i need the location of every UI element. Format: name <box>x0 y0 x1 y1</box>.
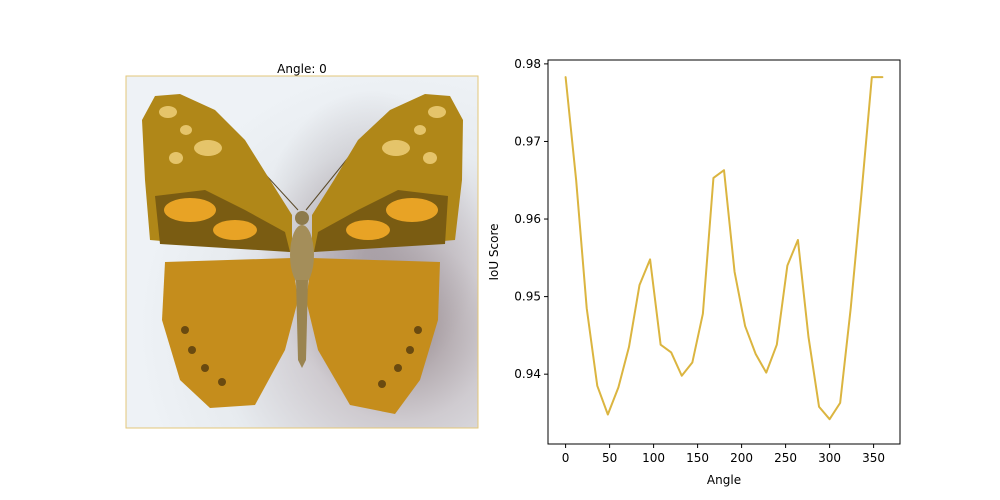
x-tick-label: 350 <box>862 451 885 465</box>
x-axis: 0 50 100 150 200 250 300 350 <box>562 444 885 465</box>
x-tick-label: 150 <box>686 451 709 465</box>
x-axis-label: Angle <box>707 473 741 487</box>
butterfly-abdomen <box>296 280 308 368</box>
iou-line <box>564 76 884 421</box>
plot-area <box>547 59 901 445</box>
butterfly-image <box>126 76 478 428</box>
x-tick-label: 200 <box>730 451 753 465</box>
hindwing-spots <box>181 326 422 388</box>
y-tick-label: 0.97 <box>514 134 541 148</box>
y-tick-label: 0.94 <box>514 367 541 381</box>
y-axis: 0.94 0.95 0.96 0.97 0.98 <box>514 57 548 381</box>
y-tick-label: 0.96 <box>514 212 541 226</box>
right-hindwing <box>306 258 440 414</box>
butterfly-thorax <box>290 225 314 285</box>
left-hindwing <box>162 258 298 408</box>
forewing-patches <box>155 106 448 252</box>
x-tick-label: 300 <box>818 451 841 465</box>
image-title: Angle: 0 <box>277 62 327 76</box>
butterfly-head <box>295 211 309 225</box>
series-layer <box>564 76 884 421</box>
y-axis-label: IoU Score <box>487 223 501 280</box>
x-tick-label: 0 <box>562 451 570 465</box>
y-tick-label: 0.98 <box>514 57 541 71</box>
y-tick-label: 0.95 <box>514 290 541 304</box>
x-tick-label: 250 <box>774 451 797 465</box>
image-border <box>125 75 479 429</box>
line-chart: 0.94 0.95 0.96 0.97 0.98 0 50 100 150 200 250 300 3… <box>487 57 901 487</box>
x-tick-label: 50 <box>602 451 617 465</box>
x-tick-label: 100 <box>642 451 665 465</box>
